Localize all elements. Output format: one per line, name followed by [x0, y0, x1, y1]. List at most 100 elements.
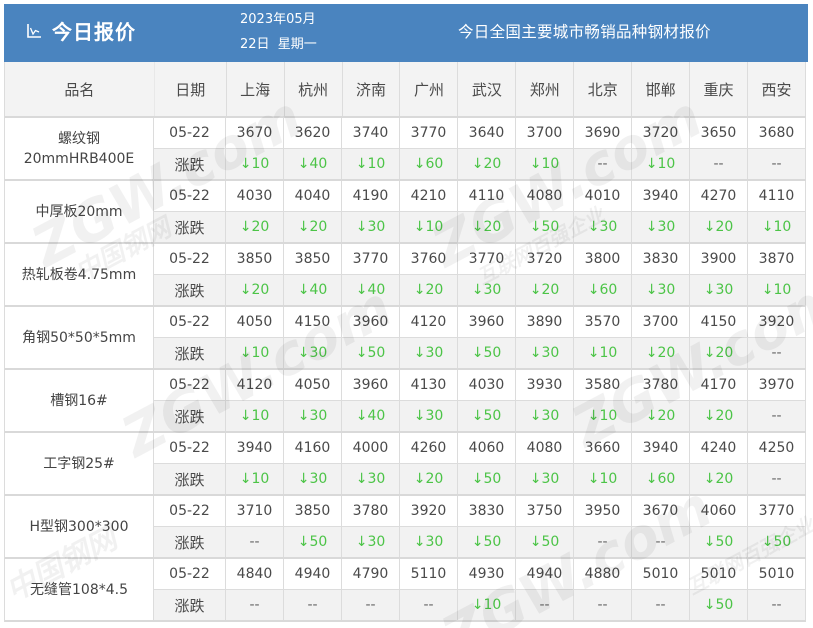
- change-cell-down: ↓50: [458, 464, 516, 494]
- product-name: 工字钢25#: [5, 433, 154, 494]
- change-cell-down: ↓10: [748, 212, 806, 242]
- change-cell-down: ↓50: [458, 527, 516, 557]
- price-cell: 4930: [458, 559, 516, 589]
- change-cell-down: ↓20: [458, 212, 516, 242]
- change-cell-down: ↓20: [400, 464, 458, 494]
- price-cell: 3850: [226, 244, 284, 274]
- price-cell: 3960: [342, 370, 400, 400]
- change-row: 涨跌 -- -- -- -- ↓10 -- -- -- ↓50 --: [154, 590, 806, 620]
- change-cell-down: ↓20: [690, 212, 748, 242]
- date-year-month: 2023年05月: [240, 12, 316, 27]
- price-cell: 3950: [574, 496, 632, 526]
- price-cell: 3750: [516, 496, 574, 526]
- price-cell: 4050: [226, 307, 284, 337]
- price-row: 05-22 4030 4040 4190 4210 4110 4080 4010 3940 427…: [154, 181, 806, 212]
- price-cell: 5010: [748, 559, 806, 589]
- product-name: 螺纹钢 20mmHRB400E: [5, 118, 154, 179]
- price-cell: 3580: [574, 370, 632, 400]
- change-cell-flat: --: [748, 338, 806, 368]
- price-row: 05-22 3940 4160 4000 4260 4060 4080 3660 3940 424…: [154, 433, 806, 464]
- price-row: 05-22 4050 4150 3960 4120 3960 3890 3570 3700 415…: [154, 307, 806, 338]
- price-date: 05-22: [154, 496, 226, 526]
- price-cell: 3920: [400, 496, 458, 526]
- change-cell-down: ↓50: [458, 338, 516, 368]
- price-cell: 3740: [342, 118, 400, 148]
- price-cell: 3770: [400, 118, 458, 148]
- price-row: 05-22 4120 4050 3960 4130 4030 3930 3580 3780 417…: [154, 370, 806, 401]
- product-name-line: 热轧板卷4.75mm: [21, 266, 137, 283]
- change-cell-down: ↓50: [748, 527, 806, 557]
- change-cell-down: ↓50: [690, 590, 748, 620]
- price-row: 05-22 3850 3850 3770 3760 3770 3720 3800 3830 390…: [154, 244, 806, 275]
- price-row: 05-22 4840 4940 4790 5110 4930 4940 4880 5010 501…: [154, 559, 806, 590]
- price-cell: 3960: [458, 307, 516, 337]
- product-name-line: 角钢50*50*5mm: [22, 329, 136, 346]
- product-name-line: 螺纹钢: [58, 130, 100, 147]
- change-cell-down: ↓20: [516, 275, 574, 305]
- change-cell-flat: --: [400, 590, 458, 620]
- price-cell: 3870: [748, 244, 806, 274]
- change-cell-down: ↓10: [574, 464, 632, 494]
- change-label: 涨跌: [154, 212, 226, 242]
- change-cell-flat: --: [748, 590, 806, 620]
- price-cell: 4060: [690, 496, 748, 526]
- change-cell-down: ↓60: [632, 464, 690, 494]
- table-body: 螺纹钢 20mmHRB400E 05-22 3670 3620 3740 3770 3640 3…: [4, 118, 806, 622]
- change-cell-flat: --: [226, 527, 284, 557]
- price-cell: 3830: [458, 496, 516, 526]
- product-name: 无缝管108*4.5: [5, 559, 154, 620]
- column-header-city: 济南: [343, 62, 401, 116]
- price-cell: 3720: [632, 118, 690, 148]
- product-name: 热轧板卷4.75mm: [5, 244, 154, 305]
- product-name-line: 中厚板20mm: [35, 203, 123, 220]
- price-cell: 3800: [574, 244, 632, 274]
- product-name-line: H型钢300*300: [29, 518, 129, 535]
- price-cell: 4060: [458, 433, 516, 463]
- change-cell-flat: --: [748, 401, 806, 431]
- change-row: 涨跌 ↓10 ↓30 ↓30 ↓20 ↓50 ↓30 ↓10 ↓60 ↓20 --: [154, 464, 806, 494]
- price-cell: 4080: [516, 181, 574, 211]
- change-cell-down: ↓30: [400, 401, 458, 431]
- page-title: 今日报价: [52, 20, 136, 44]
- price-cell: 3690: [574, 118, 632, 148]
- change-cell-down: ↓30: [632, 212, 690, 242]
- price-cell: 4250: [748, 433, 806, 463]
- change-cell-down: ↓30: [342, 212, 400, 242]
- change-cell-flat: --: [226, 590, 284, 620]
- price-cell: 3850: [284, 496, 342, 526]
- price-row: 05-22 3670 3620 3740 3770 3640 3700 3690 3720 365…: [154, 118, 806, 149]
- price-cell: 4010: [574, 181, 632, 211]
- price-date: 05-22: [154, 559, 226, 589]
- change-cell-down: ↓20: [458, 149, 516, 179]
- price-cell: 4790: [342, 559, 400, 589]
- price-cell: 3660: [574, 433, 632, 463]
- product-group: 角钢50*50*5mm 05-22 4050 4150 3960 4120 3960 3890…: [4, 307, 806, 370]
- price-cell: 4260: [400, 433, 458, 463]
- price-cell: 3780: [632, 370, 690, 400]
- price-cell: 4030: [458, 370, 516, 400]
- column-header-city: 郑州: [516, 62, 575, 116]
- product-name: 角钢50*50*5mm: [5, 307, 154, 368]
- change-row: 涨跌 ↓10 ↓30 ↓40 ↓30 ↓50 ↓30 ↓10 ↓20 ↓20 --: [154, 401, 806, 431]
- price-cell: 3940: [632, 181, 690, 211]
- date-day-weekday: 22日 星期一: [240, 37, 317, 52]
- product-group: 槽钢16# 05-22 4120 4050 3960 4130 4030 3930 3580 37…: [4, 370, 806, 433]
- price-cell: 4130: [400, 370, 458, 400]
- price-cell: 3650: [690, 118, 748, 148]
- change-cell-down: ↓50: [690, 527, 748, 557]
- change-label: 涨跌: [154, 338, 226, 368]
- change-cell-down: ↓10: [574, 338, 632, 368]
- price-cell: 4110: [458, 181, 516, 211]
- change-row: 涨跌 ↓10 ↓40 ↓10 ↓60 ↓20 ↓10 -- ↓10 -- --: [154, 149, 806, 179]
- price-cell: 4000: [342, 433, 400, 463]
- product-group: 工字钢25# 05-22 3940 4160 4000 4260 4060 4080 3660 3…: [4, 433, 806, 496]
- price-cell: 4170: [690, 370, 748, 400]
- change-cell-down: ↓20: [690, 464, 748, 494]
- page-subtitle: 今日全国主要城市畅销品种钢材报价: [458, 23, 711, 41]
- title-bar: 今日报价 2023年05月 22日 星期一 今日全国主要城市畅销品种钢材报价: [4, 4, 808, 62]
- price-cell: 4150: [284, 307, 342, 337]
- change-cell-down: ↓10: [226, 401, 284, 431]
- product-name-line: 槽钢16#: [50, 392, 108, 409]
- column-header-city: 广州: [400, 62, 459, 116]
- change-cell-down: ↓20: [690, 401, 748, 431]
